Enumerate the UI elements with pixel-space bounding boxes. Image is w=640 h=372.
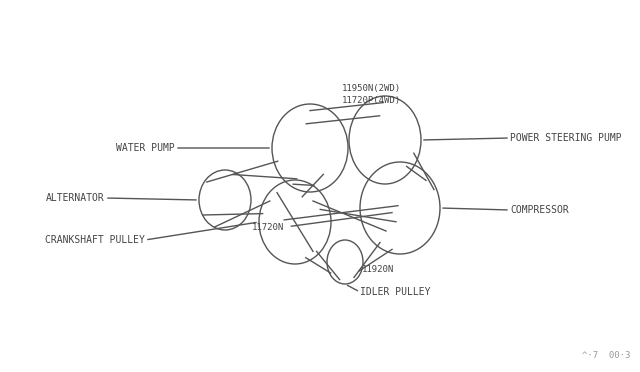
Text: 11720N: 11720N	[252, 224, 284, 232]
Text: 11950N(2WD): 11950N(2WD)	[342, 83, 401, 93]
Text: POWER STEERING PUMP: POWER STEERING PUMP	[510, 133, 621, 143]
Text: WATER PUMP: WATER PUMP	[116, 143, 175, 153]
Text: 11920N: 11920N	[362, 266, 394, 275]
Text: ALTERNATOR: ALTERNATOR	[46, 193, 105, 203]
Text: ^·7  00·3: ^·7 00·3	[582, 351, 630, 360]
Text: CRANKSHAFT PULLEY: CRANKSHAFT PULLEY	[45, 235, 145, 245]
Text: IDLER PULLEY: IDLER PULLEY	[360, 287, 431, 297]
Text: 11720P(4WD): 11720P(4WD)	[342, 96, 401, 105]
Text: COMPRESSOR: COMPRESSOR	[510, 205, 569, 215]
